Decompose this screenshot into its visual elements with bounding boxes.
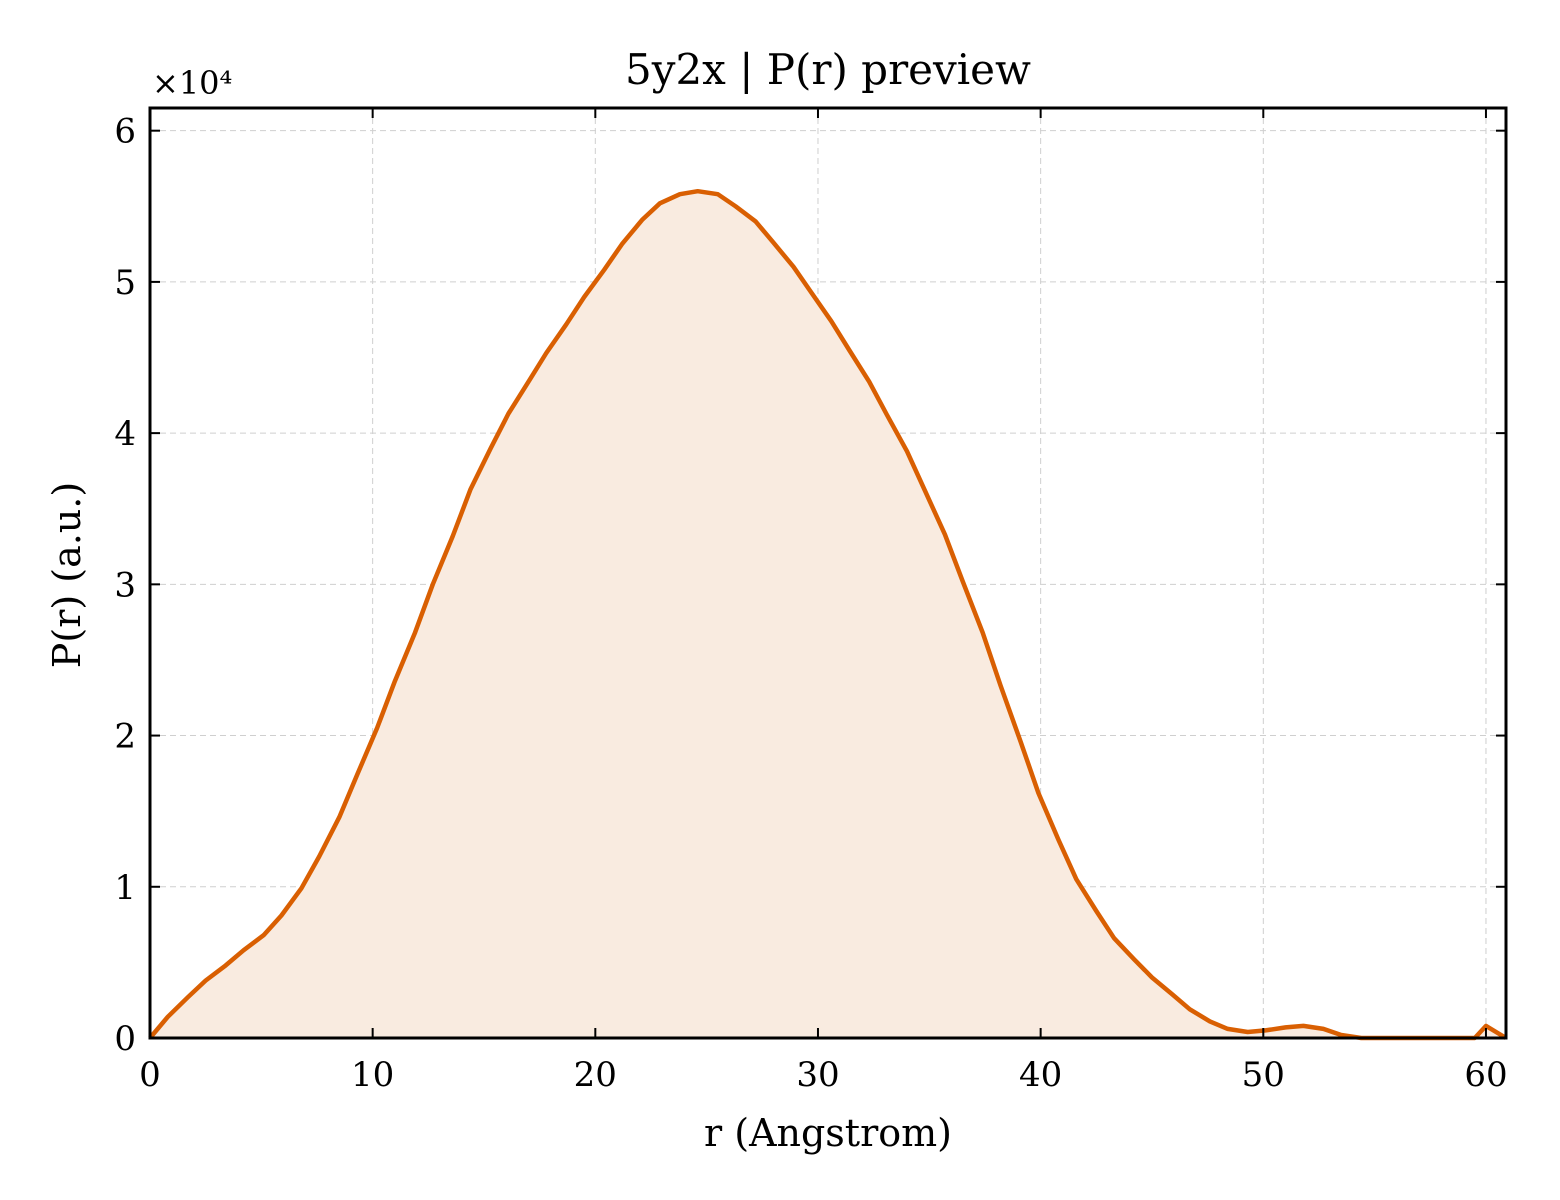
y-axis-label: P(r) (a.u.) xyxy=(45,482,89,668)
y-tick-label: 6 xyxy=(114,112,136,152)
y-tick-label: 1 xyxy=(114,868,136,908)
plot-frame xyxy=(148,106,1508,1040)
x-tick-label: 10 xyxy=(351,1055,394,1095)
x-tick-label: 40 xyxy=(1019,1055,1062,1095)
chart-title: 5y2x | P(r) preview xyxy=(625,45,1031,94)
y-tick-label: 0 xyxy=(114,1019,136,1059)
pr-area-fill xyxy=(150,191,1506,1038)
x-tick-label: 50 xyxy=(1242,1055,1285,1095)
x-tick-label: 0 xyxy=(139,1055,161,1095)
y-tick-label: 2 xyxy=(114,717,136,757)
x-tick-label: 20 xyxy=(574,1055,617,1095)
y-tick-label: 4 xyxy=(114,414,136,454)
x-axis-label: r (Angstrom) xyxy=(704,1111,952,1155)
x-tick-label: 30 xyxy=(796,1055,839,1095)
pr-curve-line xyxy=(148,188,1508,1041)
axis-ticks: 0 10 20 30 40 50 60 0 1 2 3 4 5 6 xyxy=(114,108,1508,1095)
y-tick-label: 5 xyxy=(114,263,136,303)
x-tick-label: 60 xyxy=(1464,1055,1507,1095)
y-tick-label: 3 xyxy=(114,565,136,605)
y-axis-multiplier: ×10⁴ xyxy=(152,64,232,102)
